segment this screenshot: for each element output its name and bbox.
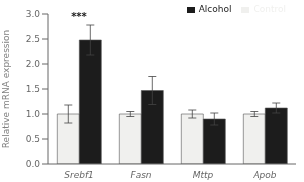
svg-text:3.0: 3.0 <box>26 9 41 19</box>
svg-text:1.0: 1.0 <box>26 109 41 119</box>
svg-text:Srebf1: Srebf1 <box>64 170 94 180</box>
svg-text:***: *** <box>71 11 87 22</box>
svg-text:2.5: 2.5 <box>26 34 40 44</box>
svg-text:1.5: 1.5 <box>26 84 40 94</box>
svg-text:Relative mRNA expression: Relative mRNA expression <box>8 30 11 148</box>
svg-text:0.5: 0.5 <box>26 134 40 144</box>
svg-text:Mttp: Mttp <box>193 170 214 180</box>
svg-text:Apob: Apob <box>252 170 276 180</box>
html-text:Alcohol: Alcohol <box>198 4 232 14</box>
html-text:Control: Control <box>253 4 286 14</box>
svg-text:Fasn: Fasn <box>130 170 151 180</box>
svg-text:0.0: 0.0 <box>26 159 41 169</box>
svg-text:2.0: 2.0 <box>26 59 41 69</box>
